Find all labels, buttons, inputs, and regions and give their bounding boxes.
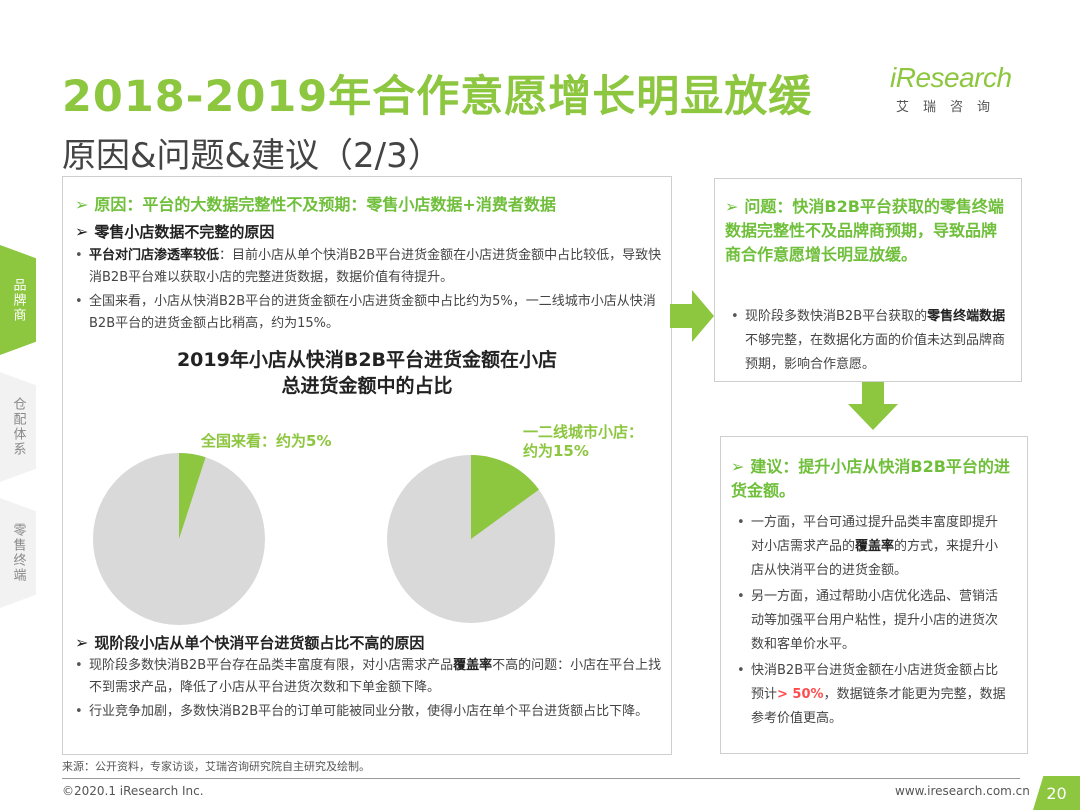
bullet-text: ：目前小店从单个快消B2B平台进货金额在小店进货金额中占比较低，导致快消B2B平… xyxy=(89,248,662,285)
logo-main-text: iResearch xyxy=(890,62,1012,93)
pie-1-label: 全国来看：约为5% xyxy=(201,432,332,450)
copyright: ©2020.1 iResearch Inc. xyxy=(62,784,204,798)
bullet-text: 一方面，平台可通过提升品类丰富度即提升对小店需求产品的 xyxy=(751,515,999,554)
arrow-right-icon: ➢ xyxy=(75,195,89,214)
sidebar-tab-label: 品牌商 xyxy=(10,277,26,323)
suggestion-panel: ➢建议：提升小店从快消B2B平台的进货金额。 一方面，平台可通过提升品类丰富度即… xyxy=(720,436,1028,754)
reason-heading-text: 原因：平台的大数据完整性不及预期：零售小店数据+消费者数据 xyxy=(94,195,556,214)
reason-panel: ➢ 原因：平台的大数据完整性不及预期：零售小店数据+消费者数据 ➢ 零售小店数据不完… xyxy=(62,176,672,755)
chart-title-line-2: 总进货金额中的占比 xyxy=(281,375,453,397)
pie-2-value-slice xyxy=(471,455,539,539)
sidebar-tab-retail[interactable]: 零售终端 xyxy=(0,498,36,608)
bullet-bold: 零售终端数据 xyxy=(927,309,1006,324)
highlight-value: > 50% xyxy=(777,687,824,702)
list-item: 一方面，平台可通过提升品类丰富度即提升对小店需求产品的覆盖率的方式，来提升小店从… xyxy=(735,511,1007,583)
sidebar-tab-warehouse[interactable]: 仓配体系 xyxy=(0,372,36,482)
arrow-down-icon xyxy=(848,382,898,430)
chart-title: 2019年小店从快消B2B平台进货金额在小店 总进货金额中的占比 xyxy=(63,347,671,399)
pie-charts xyxy=(93,453,555,625)
arrow-right-icon: ➢ xyxy=(725,197,739,216)
page-title: 2018-2019年合作意愿增长明显放缓 xyxy=(62,72,813,122)
bullet-text: 行业竞争加剧，多数快消B2B平台的订单可能被同业分散，使得小店在单个平台进货额占… xyxy=(89,704,649,719)
bullet-bold: 平台对门店渗透率较低 xyxy=(89,248,220,263)
page-number: 20 xyxy=(1033,776,1080,810)
arrow-right-icon: ➢ xyxy=(75,633,89,652)
sub-heading-2-text: 现阶段小店从单个快消平台进货额占比不高的原因 xyxy=(94,634,425,652)
sub-heading-1-text: 零售小店数据不完整的原因 xyxy=(94,223,275,241)
reason-heading: ➢ 原因：平台的大数据完整性不及预期：零售小店数据+消费者数据 xyxy=(75,191,665,215)
page-subtitle: 原因&问题&建议（2/3） xyxy=(62,136,442,176)
problem-heading-text: 问题：快消B2B平台获取的零售终端数据完整性不及品牌商预期，导致品牌商合作意愿增… xyxy=(725,197,1004,264)
pie-2-label-line-1: 一二线城市小店： xyxy=(523,423,644,441)
bullet-text: 全国来看，小店从快消B2B平台的进货金额在小店进货金额中占比约为5%，一二线城市… xyxy=(89,294,656,331)
sidebar-tab-label: 仓配体系 xyxy=(10,397,26,457)
bullet-text: 现阶段多数快消B2B平台获取的 xyxy=(745,309,928,324)
bullet-text: 现阶段多数快消B2B平台存在品类丰富度有限，对小店需求产品 xyxy=(89,658,454,673)
pie-1-value-slice xyxy=(179,453,206,539)
suggestion-heading-text: 建议：提升小店从快消B2B平台的进货金额。 xyxy=(731,457,1010,500)
bullet-text: 不高的问题：小店在平台上找不到需求产品，降低了小店从平台进货次数和下单金额下降。 xyxy=(89,658,662,695)
iresearch-logo: iResearch 艾瑞咨询 xyxy=(890,62,1020,115)
footer-divider xyxy=(62,778,1020,779)
list-item: 平台对门店渗透率较低：目前小店从单个快消B2B平台进货金额在小店进货金额中占比较… xyxy=(73,245,663,289)
arrow-right-icon: ➢ xyxy=(75,222,89,241)
bullet-text: 快消B2B平台进货金额在小店进货金额占比预计 xyxy=(751,663,999,702)
source-note: 来源：公开资料，专家访谈，艾瑞咨询研究院自主研究及绘制。 xyxy=(62,760,370,773)
pie-2-label-line-2: 约为15% xyxy=(523,442,589,460)
list-item: 快消B2B平台进货金额在小店进货金额占比预计> 50%，数据链条才能更为完整，数… xyxy=(735,659,1007,731)
sidebar-tab-label: 零售终端 xyxy=(10,523,26,583)
list-item: 另一方面，通过帮助小店优化选品、营销活动等加强平台用户粘性，提升小店的进货次数和… xyxy=(735,585,1007,657)
chart-title-line-1: 2019年小店从快消B2B平台进货金额在小店 xyxy=(176,349,558,371)
website-link[interactable]: www.iresearch.com.cn xyxy=(895,784,1030,798)
list-item: 行业竞争加剧，多数快消B2B平台的订单可能被同业分散，使得小店在单个平台进货额占… xyxy=(73,701,663,723)
list-item: 现阶段多数快消B2B平台获取的零售终端数据不够完整，在数据化方面的价值未达到品牌… xyxy=(729,305,1013,377)
sub-heading-1: ➢ 零售小店数据不完整的原因 xyxy=(75,221,665,242)
problem-heading: ➢ 问题：快消B2B平台获取的零售终端数据完整性不及品牌商预期，导致品牌商合作意愿… xyxy=(725,195,1011,267)
bullet-bold: 覆盖率 xyxy=(855,539,895,554)
bullet-text: 的方式，来提升小店从快消平台的进货金额。 xyxy=(751,539,999,578)
arrow-right-icon: ➢ xyxy=(731,457,745,476)
pie-2-label: 一二线城市小店： 约为15% xyxy=(523,423,643,461)
problem-panel: ➢ 问题：快消B2B平台获取的零售终端数据完整性不及品牌商预期，导致品牌商合作意愿… xyxy=(714,178,1022,382)
bullet-text: ，数据链条才能更为完整，数据参考价值更高。 xyxy=(751,687,1006,726)
suggestion-heading: ➢ 建议：提升小店从快消B2B平台的进货金额。 xyxy=(731,455,1021,503)
list-item: 全国来看，小店从快消B2B平台的进货金额在小店进货金额中占比约为5%，一二线城市… xyxy=(73,291,663,335)
sidebar-tab-brand[interactable]: 品牌商 xyxy=(0,245,36,355)
sub-heading-2: ➢ 现阶段小店从单个快消平台进货额占比不高的原因 xyxy=(75,632,665,653)
bullet-text: 不够完整，在数据化方面的价值未达到品牌商预期，影响合作意愿。 xyxy=(745,333,1006,372)
logo-sub-text: 艾瑞咨询 xyxy=(896,100,1005,115)
bullet-text: 另一方面，通过帮助小店优化选品、营销活动等加强平台用户粘性，提升小店的进货次数和… xyxy=(751,589,999,652)
bullet-bold: 覆盖率 xyxy=(453,658,493,673)
arrow-right-icon xyxy=(670,290,714,342)
list-item: 现阶段多数快消B2B平台存在品类丰富度有限，对小店需求产品覆盖率不高的问题：小店… xyxy=(73,655,663,699)
